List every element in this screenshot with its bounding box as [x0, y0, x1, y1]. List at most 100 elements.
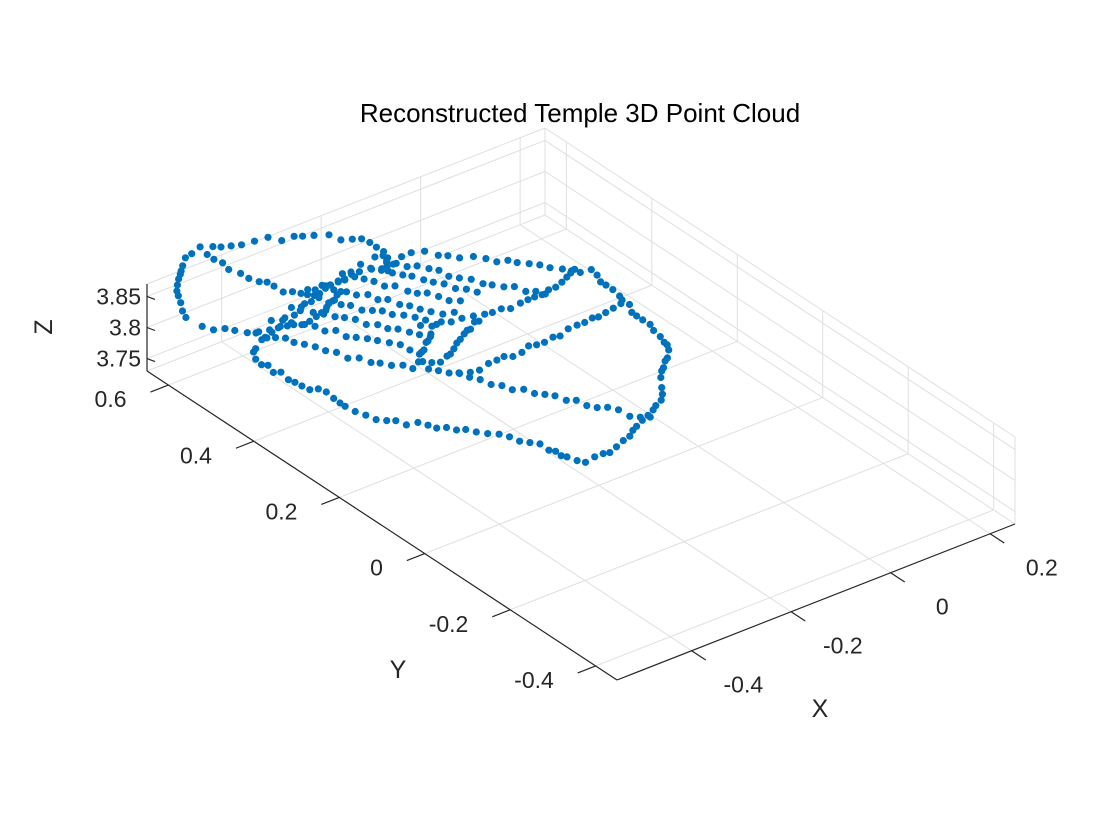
- data-point: [332, 348, 341, 356]
- data-point: [466, 368, 474, 376]
- data-point: [188, 250, 196, 258]
- data-point: [484, 359, 493, 368]
- data-point: [384, 295, 392, 304]
- data-point: [357, 260, 365, 268]
- y-tick-mark: [406, 553, 425, 562]
- x-grid-line: [221, 341, 692, 652]
- data-point: [552, 447, 560, 455]
- data-point: [657, 373, 665, 382]
- data-point: [403, 263, 411, 271]
- data-point: [320, 310, 328, 318]
- y-tick-label: 0.6: [95, 386, 127, 412]
- data-point: [351, 407, 359, 416]
- data-point: [388, 269, 396, 277]
- data-point: [330, 286, 338, 294]
- z-tick-label: 3.85: [96, 283, 141, 309]
- data-point: [370, 277, 378, 285]
- axis-layer: [146, 284, 1016, 681]
- data-point: [219, 259, 227, 267]
- data-point: [593, 404, 601, 412]
- data-point: [306, 317, 314, 325]
- data-point: [434, 251, 442, 259]
- data-point: [392, 417, 400, 425]
- data-point: [414, 418, 422, 427]
- data-point: [399, 361, 407, 369]
- data-point: [424, 421, 432, 429]
- data-point: [602, 281, 610, 289]
- data-point: [231, 326, 239, 335]
- data-point: [237, 241, 246, 249]
- data-point: [263, 278, 271, 286]
- data-point: [518, 348, 526, 356]
- data-point: [625, 300, 634, 309]
- data-point: [452, 426, 461, 434]
- data-point: [500, 352, 508, 361]
- data-point: [593, 271, 601, 279]
- data-point: [520, 385, 528, 393]
- data-point: [581, 458, 590, 466]
- data-point: [456, 254, 464, 262]
- data-point: [573, 321, 581, 329]
- data-point: [261, 333, 269, 341]
- data-point: [526, 439, 534, 447]
- data-point: [435, 292, 443, 301]
- data-point: [402, 421, 410, 429]
- data-point: [564, 325, 572, 333]
- z-grid-line: [544, 171, 1016, 481]
- data-point: [576, 268, 584, 277]
- data-point: [177, 299, 185, 307]
- data-point: [558, 265, 567, 273]
- data-point: [475, 317, 483, 325]
- data-point: [458, 314, 466, 322]
- y-grid-line: [424, 397, 823, 555]
- data-point: [290, 232, 298, 240]
- data-point: [639, 316, 647, 324]
- x-tick-mark: [890, 572, 906, 583]
- data-point: [456, 369, 464, 378]
- data-point: [372, 243, 380, 251]
- x-grid-line: [320, 302, 792, 613]
- data-point: [549, 333, 557, 341]
- data-point: [384, 325, 392, 333]
- data-point: [423, 289, 431, 297]
- data-point: [658, 367, 666, 375]
- data-point: [203, 250, 211, 259]
- data-point: [571, 265, 579, 273]
- data-point: [408, 272, 416, 280]
- data-point: [250, 237, 259, 245]
- data-point: [416, 321, 425, 330]
- data-point: [445, 297, 453, 305]
- data-point: [270, 282, 278, 290]
- data-point: [456, 297, 464, 305]
- data-point: [415, 331, 424, 339]
- data-point: [355, 268, 363, 276]
- data-point: [394, 325, 402, 333]
- data-point: [661, 357, 669, 365]
- data-point: [451, 284, 460, 293]
- data-point: [594, 313, 603, 321]
- data-point: [217, 243, 225, 251]
- z-tick-mark: [146, 295, 156, 300]
- z-tick-label: 3.75: [96, 346, 141, 372]
- data-point: [405, 328, 414, 336]
- data-point: [209, 243, 217, 251]
- data-point: [552, 283, 560, 291]
- y-tick-label: 0.4: [180, 442, 212, 468]
- data-point: [488, 308, 496, 317]
- data-point: [269, 368, 277, 376]
- data-point: [364, 291, 372, 299]
- data-point: [268, 328, 276, 336]
- data-point: [658, 390, 667, 398]
- data-point: [243, 329, 251, 337]
- data-point: [291, 378, 299, 386]
- data-point: [227, 242, 235, 250]
- y-axis-line: [146, 370, 618, 681]
- data-point: [433, 424, 441, 432]
- data-point: [306, 386, 314, 394]
- data-point: [462, 425, 470, 434]
- data-point: [396, 300, 404, 309]
- data-point: [321, 327, 329, 335]
- data-point: [290, 321, 298, 329]
- data-point: [602, 309, 610, 317]
- data-point: [340, 314, 349, 322]
